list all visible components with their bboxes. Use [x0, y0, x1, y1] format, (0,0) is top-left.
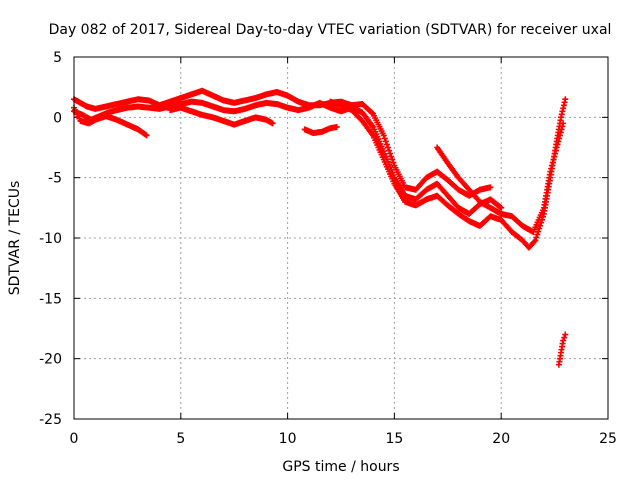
y-tick-label: 0 [53, 110, 62, 126]
x-tick-label: 0 [70, 431, 79, 447]
x-tick-label: 10 [279, 431, 297, 447]
y-tick-label: -20 [39, 352, 62, 368]
series-arc-5 [327, 96, 569, 251]
grid-lines [74, 57, 608, 419]
plus-markers [434, 120, 567, 235]
plus-markers [327, 96, 569, 251]
y-tick-label: 5 [53, 50, 62, 66]
y-tick-label: -25 [39, 412, 62, 428]
x-tick-label: 15 [385, 431, 403, 447]
series-arc-4 [167, 104, 276, 128]
y-tick-label: -15 [39, 291, 62, 307]
series-arc-8 [555, 331, 569, 368]
chart-title: Day 082 of 2017, Sidereal Day-to-day VTE… [49, 22, 612, 38]
y-tick-label: -10 [39, 231, 62, 247]
y-tick-label: -5 [48, 171, 62, 187]
series-arc-6 [434, 120, 567, 235]
x-tick-label: 20 [492, 431, 510, 447]
plus-markers [301, 123, 340, 137]
plus-markers [167, 104, 276, 128]
axis-ticks: 0 5 10 15 20 25 5 0 -5 -10 -15 -20 -25 [39, 50, 617, 447]
plus-markers [555, 331, 569, 368]
plot-frame [73, 56, 609, 420]
data-points [71, 87, 569, 368]
x-axis-label: GPS time / hours [282, 459, 399, 475]
y-axis-label: SDTVAR / TECUs [7, 181, 23, 296]
series-arc-7 [301, 123, 340, 137]
x-tick-label: 25 [599, 431, 617, 447]
x-tick-label: 5 [176, 431, 185, 447]
